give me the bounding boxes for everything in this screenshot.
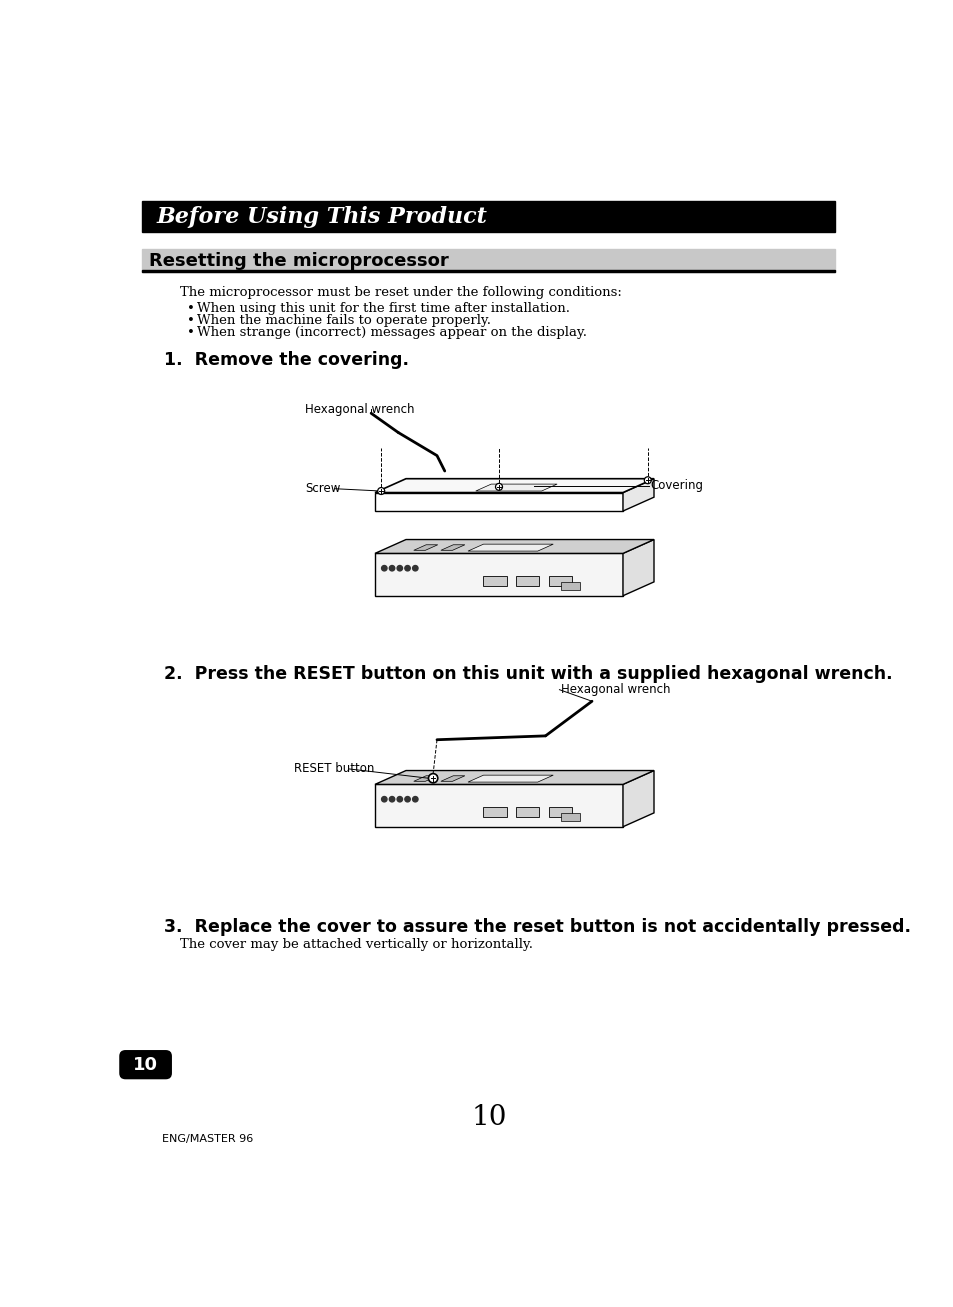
- Circle shape: [381, 566, 387, 571]
- Text: When the machine fails to operate properly.: When the machine fails to operate proper…: [196, 314, 490, 327]
- Bar: [142, 201, 835, 233]
- Text: 1.  Remove the covering.: 1. Remove the covering.: [164, 350, 409, 369]
- Polygon shape: [414, 545, 437, 550]
- Text: 10: 10: [471, 1104, 506, 1132]
- Text: Screw: Screw: [305, 482, 340, 495]
- Text: Covering: Covering: [649, 480, 702, 493]
- Circle shape: [396, 796, 402, 802]
- Polygon shape: [375, 540, 654, 553]
- Polygon shape: [440, 776, 464, 782]
- Text: Hexagonal wrench: Hexagonal wrench: [560, 684, 670, 697]
- Polygon shape: [375, 553, 622, 596]
- Bar: [560, 582, 579, 589]
- Text: RESET button: RESET button: [294, 762, 374, 775]
- Circle shape: [389, 566, 395, 571]
- Bar: [548, 806, 571, 817]
- Text: 10: 10: [133, 1056, 158, 1073]
- Polygon shape: [375, 784, 622, 827]
- Text: The microprocessor must be reset under the following conditions:: The microprocessor must be reset under t…: [179, 286, 621, 299]
- Bar: [483, 575, 506, 587]
- Text: •: •: [187, 327, 195, 340]
- Circle shape: [495, 484, 502, 490]
- Circle shape: [396, 566, 402, 571]
- Text: When using this unit for the first time after installation.: When using this unit for the first time …: [196, 302, 569, 315]
- Polygon shape: [476, 484, 557, 491]
- Text: When strange (incorrect) messages appear on the display.: When strange (incorrect) messages appear…: [196, 327, 586, 340]
- Bar: [560, 813, 579, 821]
- Text: Hexagonal wrench: Hexagonal wrench: [305, 403, 415, 416]
- Bar: [142, 250, 835, 272]
- Text: The cover may be attached vertically or horizontally.: The cover may be attached vertically or …: [179, 937, 532, 950]
- Polygon shape: [440, 545, 464, 550]
- Text: 2.  Press the RESET button on this unit with a supplied hexagonal wrench.: 2. Press the RESET button on this unit w…: [164, 665, 892, 684]
- Circle shape: [389, 796, 395, 802]
- Polygon shape: [622, 540, 654, 596]
- Polygon shape: [622, 478, 654, 511]
- Bar: [142, 271, 835, 272]
- Circle shape: [643, 477, 651, 484]
- Polygon shape: [414, 776, 437, 782]
- Polygon shape: [468, 775, 553, 782]
- Bar: [516, 806, 538, 817]
- Bar: [483, 806, 506, 817]
- Circle shape: [404, 566, 410, 571]
- Text: •: •: [187, 314, 195, 327]
- Polygon shape: [375, 478, 654, 493]
- Polygon shape: [375, 493, 622, 511]
- Text: Before Using This Product: Before Using This Product: [156, 207, 487, 227]
- Polygon shape: [468, 544, 553, 552]
- Polygon shape: [622, 771, 654, 827]
- Text: 3.  Replace the cover to assure the reset button is not accidentally pressed.: 3. Replace the cover to assure the reset…: [164, 918, 910, 936]
- Text: ENG/MASTER 96: ENG/MASTER 96: [162, 1133, 253, 1144]
- Polygon shape: [375, 771, 654, 784]
- Circle shape: [428, 774, 437, 783]
- Circle shape: [412, 566, 417, 571]
- Bar: [548, 575, 571, 587]
- Circle shape: [381, 796, 387, 802]
- Circle shape: [404, 796, 410, 802]
- Bar: [516, 575, 538, 587]
- Circle shape: [377, 488, 384, 494]
- Circle shape: [412, 796, 417, 802]
- Text: •: •: [187, 302, 195, 315]
- FancyBboxPatch shape: [119, 1050, 172, 1080]
- Text: Resetting the microprocessor: Resetting the microprocessor: [149, 252, 448, 269]
